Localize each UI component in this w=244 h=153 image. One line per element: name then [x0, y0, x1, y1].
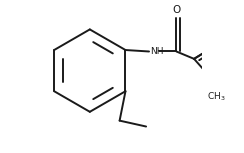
Text: NH: NH — [151, 47, 164, 56]
Text: O: O — [172, 5, 181, 15]
Text: CH$_3$: CH$_3$ — [207, 91, 225, 103]
Text: O: O — [243, 72, 244, 82]
